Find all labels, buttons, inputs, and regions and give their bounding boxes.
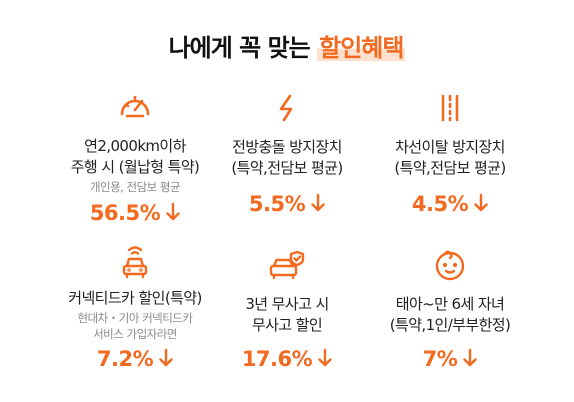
down-arrow-icon (166, 202, 180, 221)
discount-rate-value: 56.5% (89, 201, 161, 225)
discount-rate: 4.5% (360, 192, 540, 216)
down-arrow-icon (311, 193, 325, 212)
discount-rate-value: 5.5% (248, 192, 306, 216)
discount-rate: 5.5% (197, 192, 377, 216)
lane-icon (441, 94, 459, 122)
discount-rate: 7% (360, 347, 540, 371)
discount-rate-value: 17.6% (241, 347, 313, 371)
speedometer-icon (120, 95, 150, 118)
discount-rate-value: 7.2% (96, 347, 154, 371)
baby-face-icon (435, 250, 465, 281)
discount-rate: 7.2% (45, 347, 225, 371)
title-prefix: 나에게 꼭 맞는 (168, 34, 318, 62)
down-arrow-icon (318, 348, 332, 367)
discount-card-no-accident: 3년 무사고 시 무사고 할인 17.6% (197, 250, 377, 371)
discount-label: 3년 무사고 시 무사고 할인 (245, 295, 329, 334)
discount-card-low-mileage: 연2,000km이하 주행 시 (월납형 특약) 개인용, 전담보 평균 56.… (45, 88, 225, 225)
discount-card-connected-car: 커넥티드카 할인(특약) 현대차・기아 커넥티드카 서비스 가입자라면 7.2% (45, 244, 225, 371)
discount-rate-value: 4.5% (411, 192, 469, 216)
discount-rate: 56.5% (45, 201, 225, 225)
discount-card-child: 태아~만 6세 자녀 (특약,1인/부부한정) 7% (360, 247, 540, 371)
down-arrow-icon (474, 193, 488, 212)
discount-note: 개인용, 전담보 평균 (89, 180, 181, 194)
discount-label: 전방충돌 방지장치 (특약,전담보 평균) (231, 138, 343, 177)
safe-car-icon (269, 250, 305, 280)
discount-card-lane-departure: 차선이탈 방지장치 (특약,전담보 평균) 4.5% (360, 92, 540, 216)
connected-car-icon (122, 246, 148, 279)
discount-note: 현대차・기아 커넥티드카 서비스 가입자라면 (77, 311, 193, 341)
discount-card-collision-avoidance: 전방충돌 방지장치 (특약,전담보 평균) 5.5% (197, 92, 377, 216)
discount-label: 차선이탈 방지장치 (특약,전담보 평균) (394, 138, 506, 177)
lightning-icon (279, 94, 293, 122)
discount-label: 커넥티드카 할인(특약) (68, 289, 202, 307)
title-highlight: 할인혜택 (317, 34, 406, 62)
discount-label: 연2,000km이하 주행 시 (월납형 특약) (70, 137, 200, 176)
discount-rate: 17.6% (197, 347, 377, 371)
down-arrow-icon (463, 348, 478, 367)
page-title: 나에게 꼭 맞는 할인혜택 (0, 28, 574, 63)
discount-rate-value: 7% (422, 347, 458, 371)
discount-label: 태아~만 6세 자녀 (특약,1인/부부한정) (389, 295, 511, 334)
down-arrow-icon (159, 348, 173, 367)
